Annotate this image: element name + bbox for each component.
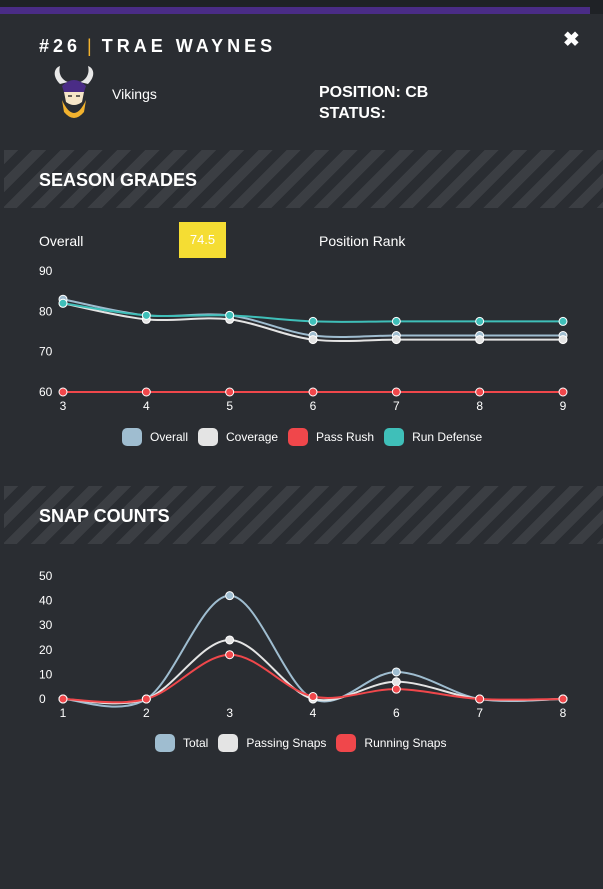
season-grades-legend: Overall Coverage Pass Rush Run Defense [122, 428, 492, 446]
snap-counts-x-tick: 8 [560, 706, 567, 720]
season-grades-point-run-defense[interactable] [475, 316, 485, 326]
snap-counts-x-tick: 2 [143, 706, 150, 720]
status-text: STATUS: [319, 105, 386, 122]
season-grades-point-pass-rush[interactable] [558, 387, 568, 397]
season-grades-y-tick: 70 [39, 345, 53, 359]
season-grades-x-tick: 3 [60, 399, 67, 413]
season-grades-legend-item[interactable]: Pass Rush [288, 428, 374, 446]
season-grades-point-pass-rush[interactable] [308, 387, 318, 397]
snap-counts-x-tick: 3 [226, 706, 233, 720]
season-grades-header: SEASON GRADES [4, 150, 603, 208]
season-grades-x-tick: 4 [143, 399, 150, 413]
season-grades-point-run-defense[interactable] [308, 316, 318, 326]
snap-counts-line-total [62, 594, 564, 708]
season-grades-legend-item[interactable]: Overall [122, 428, 188, 446]
snap-counts-legend-swatch [155, 734, 175, 752]
close-icon[interactable]: ✖ [563, 29, 580, 51]
season-grades-y-tick: 90 [39, 264, 53, 278]
season-grades-y-tick: 60 [39, 385, 53, 399]
overall-grade-badge: 74.5 [179, 222, 226, 258]
title-separator: | [87, 36, 92, 56]
snap-counts-point-total[interactable] [225, 591, 235, 601]
season-grades-chart: 90 80 70 60 3 4 5 6 7 8 9 [39, 264, 568, 413]
season-grades-point-run-defense[interactable] [391, 316, 401, 326]
snap-counts-y-tick: 30 [39, 618, 53, 632]
snap-counts-point-passing-snaps[interactable] [391, 677, 401, 687]
season-grades-legend-item[interactable]: Coverage [198, 428, 278, 446]
snap-counts-point-running-snaps[interactable] [225, 650, 235, 660]
season-grades-point-pass-rush[interactable] [391, 387, 401, 397]
snap-counts-legend-swatch [336, 734, 357, 752]
snap-counts-legend-swatch [218, 734, 239, 752]
season-grades-legend-item[interactable]: Run Defense [384, 428, 482, 446]
snap-counts-y-tick: 20 [39, 643, 53, 657]
season-grades-point-pass-rush[interactable] [141, 387, 151, 397]
season-grades-x-tick: 9 [560, 399, 567, 413]
season-grades-point-pass-rush[interactable] [225, 387, 235, 397]
player-name: TRAE WAYNES [101, 36, 277, 56]
position-rank-label: Position Rank [319, 233, 406, 249]
season-grades-legend-label: Overall [150, 430, 189, 444]
season-grades-legend-swatch [384, 428, 405, 446]
snap-counts-point-running-snaps[interactable] [58, 694, 68, 704]
season-grades-point-coverage[interactable] [308, 335, 318, 345]
snap-counts-point-running-snaps[interactable] [308, 692, 318, 702]
accent-stripe [0, 7, 590, 14]
player-panel [0, 14, 603, 889]
season-grades-point-run-defense[interactable] [558, 316, 568, 326]
snap-counts-y-tick: 0 [39, 692, 46, 706]
season-grades-point-run-defense[interactable] [225, 310, 235, 320]
season-grades-point-pass-rush[interactable] [475, 387, 485, 397]
team-name: Vikings [112, 86, 157, 102]
snap-counts-x-tick: 4 [310, 706, 317, 720]
snap-counts-point-running-snaps[interactable] [141, 694, 151, 704]
season-grades-point-pass-rush[interactable] [58, 387, 68, 397]
season-grades-x-tick: 6 [310, 399, 317, 413]
snap-counts-x-tick: 1 [60, 706, 67, 720]
season-grades-legend-label: Coverage [226, 430, 279, 444]
season-grades-point-coverage[interactable] [391, 335, 401, 345]
season-grades-point-run-defense[interactable] [58, 298, 68, 308]
season-grades-legend-swatch [122, 428, 142, 446]
snap-counts-legend-item[interactable]: Passing Snaps [218, 734, 326, 752]
snap-counts-point-running-snaps[interactable] [391, 684, 401, 694]
season-grades-point-coverage[interactable] [475, 335, 485, 345]
snap-counts-point-passing-snaps[interactable] [225, 635, 235, 645]
season-grades-x-tick: 8 [476, 399, 483, 413]
season-grades-legend-swatch [198, 428, 219, 446]
player-title: #26 | TRAE WAYNES [39, 36, 276, 57]
snap-counts-heading: SNAP COUNTS [39, 506, 170, 526]
snap-counts-legend: Total Passing Snaps Running Snaps [155, 734, 456, 752]
vikings-logo [54, 66, 94, 118]
snap-counts-legend-item[interactable]: Running Snaps [336, 734, 446, 752]
player-number: #26 [39, 36, 82, 56]
snap-counts-legend-item[interactable]: Total [155, 734, 208, 752]
season-grades-x-tick: 7 [393, 399, 400, 413]
season-grades-heading: SEASON GRADES [39, 170, 198, 190]
snap-counts-x-tick: 6 [393, 706, 400, 720]
season-grades-legend-label: Run Defense [412, 430, 483, 444]
snap-counts-y-tick: 40 [39, 594, 53, 608]
season-grades-x-tick: 5 [226, 399, 233, 413]
snap-counts-point-running-snaps[interactable] [558, 694, 568, 704]
top-bar [0, 0, 603, 14]
snap-counts-legend-label: Total [183, 736, 209, 750]
season-grades-y-tick: 80 [39, 304, 53, 318]
snap-counts-legend-label: Running Snaps [364, 736, 447, 750]
season-grades-point-coverage[interactable] [558, 335, 568, 345]
snap-counts-point-total[interactable] [391, 667, 401, 677]
snap-counts-legend-label: Passing Snaps [246, 736, 327, 750]
position-text: POSITION: CB [319, 84, 429, 101]
season-grades-point-run-defense[interactable] [141, 310, 151, 320]
season-grades-legend-swatch [288, 428, 309, 446]
position-info: POSITION: CB STATUS: [319, 82, 428, 124]
snap-counts-point-running-snaps[interactable] [475, 694, 485, 704]
season-grades-legend-label: Pass Rush [316, 430, 375, 444]
snap-counts-y-tick: 50 [39, 569, 53, 583]
snap-counts-x-tick: 7 [476, 706, 483, 720]
snap-counts-y-tick: 10 [39, 667, 53, 681]
snap-counts-header: SNAP COUNTS [4, 486, 603, 544]
overall-label: Overall [39, 233, 84, 249]
snap-counts-chart: 50 40 30 20 10 01 2 3 4 6 7 8 [39, 569, 568, 720]
